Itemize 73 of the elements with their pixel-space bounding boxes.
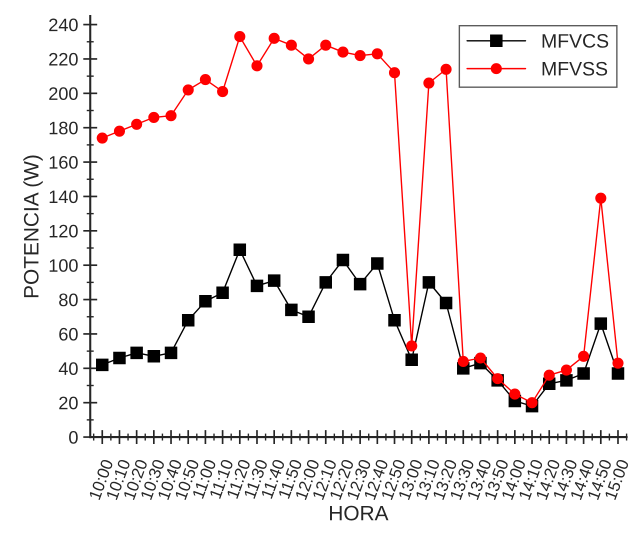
point [320, 40, 332, 51]
point [406, 340, 418, 352]
y-tick-label: 140 [50, 190, 78, 204]
y-tick-label: 160 [50, 156, 78, 169]
point [303, 53, 314, 65]
point [268, 32, 280, 44]
point [371, 257, 384, 270]
y-tick-label: 80 [59, 294, 78, 306]
point [165, 110, 177, 122]
point [217, 86, 228, 98]
point [388, 67, 400, 78]
point [148, 112, 160, 123]
point [560, 374, 573, 387]
point [612, 358, 624, 369]
point [250, 280, 264, 292]
point [302, 310, 315, 324]
point [388, 314, 401, 326]
y-axis-title: POTENCIA (W) [23, 155, 43, 298]
y-tick-label: 40 [58, 362, 78, 376]
point [199, 295, 212, 308]
point [148, 350, 160, 363]
point [113, 352, 126, 364]
point [440, 296, 452, 310]
point [440, 64, 452, 75]
point [200, 74, 211, 86]
point [130, 346, 143, 360]
point [337, 46, 348, 58]
point [182, 314, 194, 326]
point [458, 356, 469, 367]
point [354, 50, 366, 62]
point [509, 388, 520, 400]
point [354, 278, 366, 290]
point [131, 118, 142, 130]
point [286, 40, 297, 51]
y-tick-label: 220 [49, 52, 78, 66]
point [251, 60, 263, 72]
point [492, 373, 504, 384]
point [336, 254, 350, 266]
point [234, 31, 246, 42]
point [114, 126, 126, 137]
point [422, 276, 436, 289]
point [96, 358, 109, 372]
point [405, 353, 418, 366]
y-tick-label: 240 [49, 18, 78, 32]
y-tick-label: 0 [69, 430, 78, 444]
y-tick-label: 200 [49, 87, 78, 100]
y-tick-label: 120 [50, 224, 78, 238]
point [526, 397, 538, 408]
point [560, 364, 572, 376]
y-tick-label: 20 [59, 396, 78, 410]
y-tick-label: 60 [59, 328, 78, 341]
point [544, 370, 555, 381]
point [594, 317, 608, 330]
point [182, 84, 194, 96]
point [319, 276, 332, 289]
point [595, 192, 606, 204]
point [234, 243, 246, 256]
point [96, 132, 108, 144]
point [474, 352, 486, 364]
x-axis-title: HORA [330, 506, 388, 520]
point [216, 286, 229, 299]
point [578, 350, 590, 362]
point [423, 77, 434, 89]
legend-label: MFVCS [542, 34, 608, 48]
point [164, 346, 178, 360]
point [372, 48, 383, 60]
y-tick-label: 100 [50, 259, 78, 272]
point [268, 274, 280, 287]
legend-label: MFVSS [542, 62, 608, 76]
point [285, 304, 298, 316]
point [612, 367, 624, 380]
y-tick-label: 180 [50, 122, 78, 134]
point [577, 367, 590, 380]
